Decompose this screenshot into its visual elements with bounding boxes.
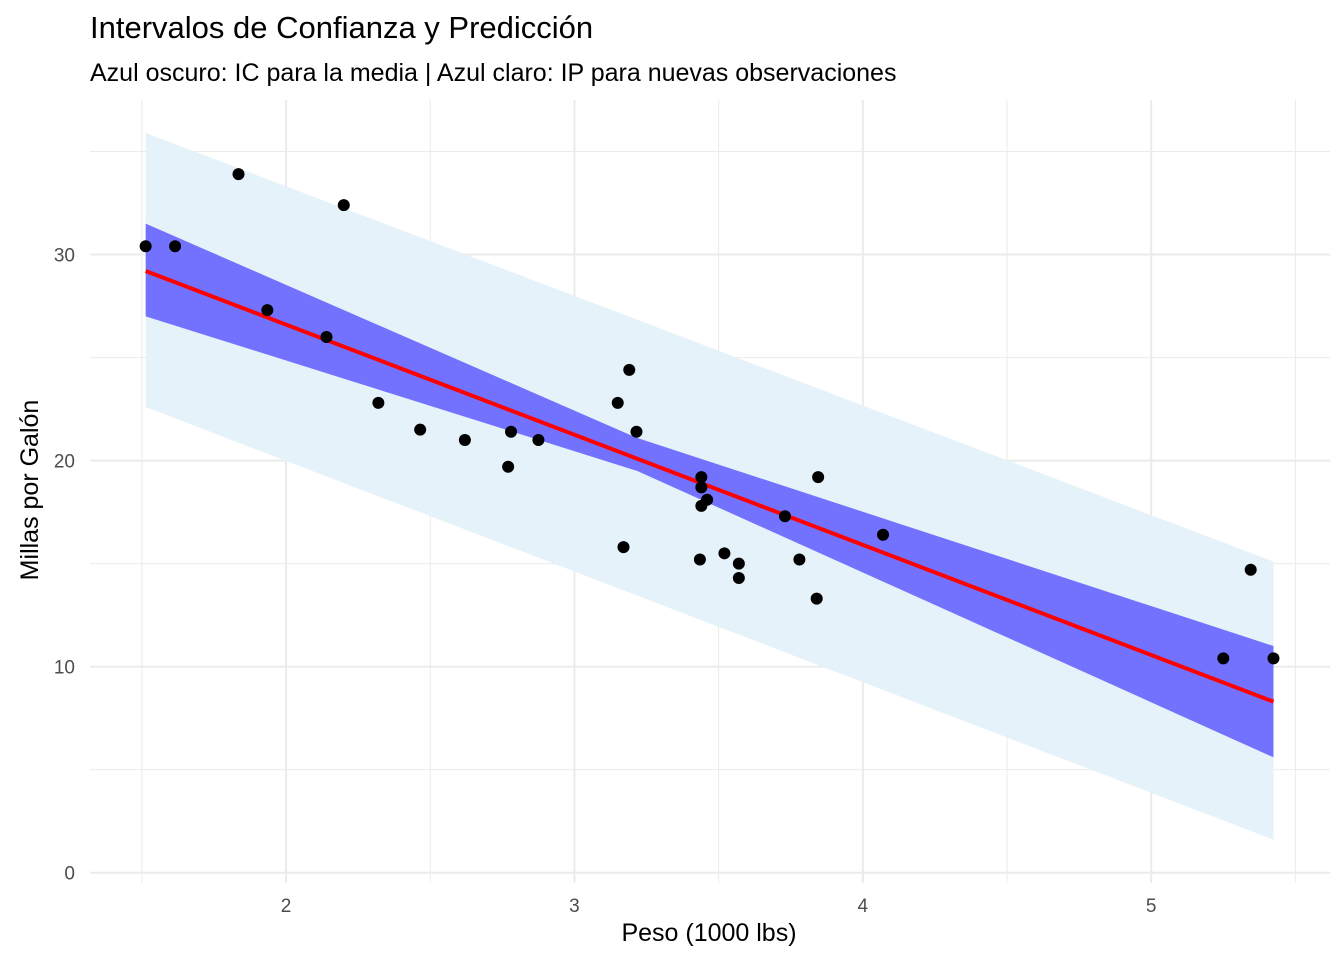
data-point [695,471,708,484]
data-point [414,423,427,436]
data-point [611,396,624,409]
data-point [693,553,706,566]
data-point [532,433,545,446]
data-point [617,541,630,554]
data-point [695,481,708,494]
data-point [793,553,806,566]
y-tick-label: 0 [64,864,75,885]
tick-layer: 2 3 4 5 0 10 20 30 [54,246,1157,917]
y-tick-label: 30 [54,246,75,267]
data-point [505,425,518,438]
data-point [812,471,825,484]
data-point [810,592,823,605]
x-tick-label: 3 [569,896,580,917]
x-tick-label: 5 [1146,896,1157,917]
x-tick-label: 4 [858,896,869,917]
chart-subtitle: Azul oscuro: IC para la media | Azul cla… [90,59,897,87]
data-point [372,396,385,409]
data-point [877,528,890,541]
line-layer [144,269,1275,704]
x-axis-title: Peso (1000 lbs) [621,919,796,947]
regression-line [144,269,1275,704]
data-point [337,199,350,212]
x-tick-label: 2 [281,896,292,917]
data-point [261,304,274,317]
y-tick-label: 10 [54,658,75,679]
data-point [732,572,745,585]
data-point [139,240,152,253]
data-point [695,499,708,512]
point-layer [139,168,1280,665]
data-point [502,460,515,473]
y-axis-title: Millas por Galón [16,400,44,581]
y-tick-label: 20 [54,452,75,473]
data-point [320,330,333,343]
confidence-interval-band [145,223,1274,758]
chart-title: Intervalos de Confianza y Predicción [90,10,594,45]
data-point [232,168,245,181]
data-point [623,363,636,376]
data-point [169,240,182,253]
data-point [630,425,643,438]
data-point [458,433,471,446]
data-point [1244,563,1257,576]
data-point [718,547,731,560]
data-point [1267,652,1280,665]
data-point [1217,652,1230,665]
data-point [732,557,745,570]
data-point [778,510,791,523]
